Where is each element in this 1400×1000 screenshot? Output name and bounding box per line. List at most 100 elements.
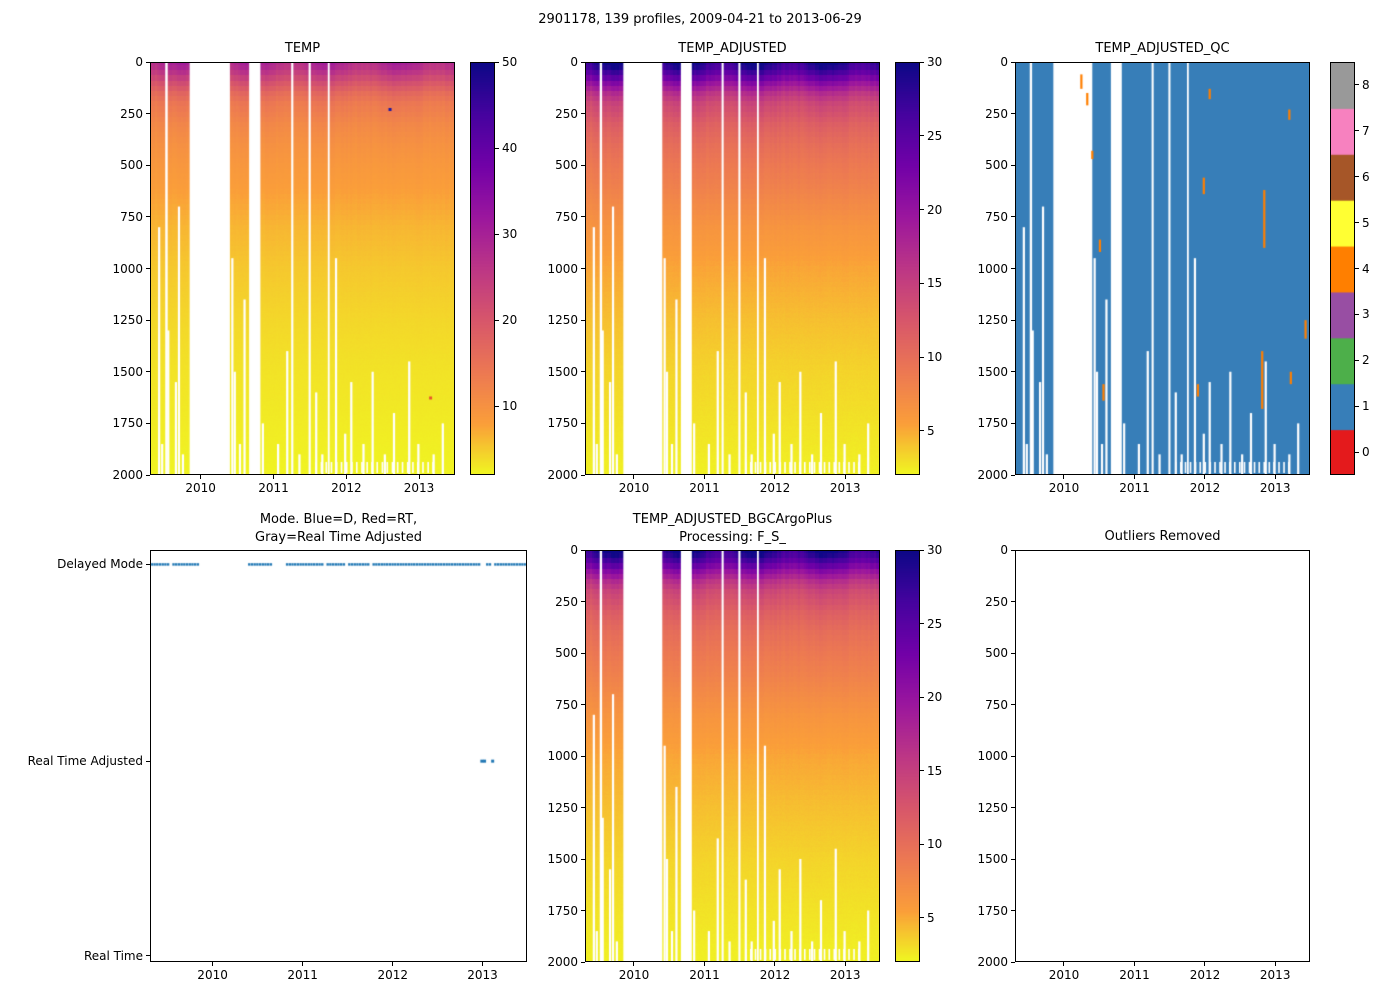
y-tick-mark	[1011, 755, 1015, 757]
y-tick-label: 1750	[547, 416, 578, 431]
x-tick-mark	[345, 475, 347, 479]
y-tick-label: 1500	[977, 852, 1008, 866]
colorbar-tick-label: 5	[927, 910, 935, 925]
y-tick-mark	[581, 652, 585, 654]
y-tick-mark	[1011, 807, 1015, 808]
panel-outliers-removed-title: Outliers Removed	[1104, 529, 1221, 544]
y-tick-label: 1250	[112, 313, 143, 328]
y-tick-label: 1000	[547, 261, 578, 276]
x-tick-mark	[392, 962, 394, 966]
x-tick-label: 2011	[1119, 481, 1150, 495]
y-tick-label: 2000	[977, 955, 1008, 969]
y-tick-label: 250	[555, 106, 578, 121]
x-tick-mark	[844, 475, 846, 479]
outliers-removed-plot-canvas	[1015, 550, 1310, 962]
colorbar-tick-label: 1	[1362, 399, 1370, 414]
x-tick-mark	[1274, 475, 1276, 479]
y-tick-label: 750	[120, 209, 143, 224]
x-tick-mark	[200, 475, 202, 479]
x-tick-label: 2013	[1259, 968, 1291, 982]
x-tick-label: 2010	[197, 968, 228, 982]
y-tick-label: 250	[120, 106, 143, 121]
category-tick-mark	[146, 955, 150, 957]
y-tick-mark	[581, 704, 585, 705]
y-tick-mark	[1011, 601, 1015, 602]
x-tick-mark	[1133, 962, 1135, 966]
panel-temp-adjusted: TEMP_ADJUSTED 2010 2011 2012 2013 0 250 500 750…	[547, 41, 880, 495]
x-tick-label: 2011	[689, 481, 720, 495]
y-tick-label: 1000	[112, 261, 143, 276]
y-tick-mark	[146, 61, 150, 63]
x-tick-mark	[212, 962, 214, 966]
bgc-colorbar: 5 10 15 20 25 30	[895, 543, 942, 962]
y-tick-mark	[581, 371, 585, 373]
colorbar-tick-mark	[920, 623, 924, 625]
colorbar-tick-label: 2	[1362, 353, 1370, 368]
y-tick-label: 750	[555, 209, 578, 224]
panel-bgc-title-line1: TEMP_ADJUSTED_BGCArgoPlus	[632, 512, 833, 527]
x-tick-label: 2013	[403, 481, 435, 495]
x-tick-label: 2010	[1048, 481, 1080, 495]
y-tick-label: 250	[555, 594, 578, 609]
y-tick-label: 2000	[547, 468, 578, 482]
y-tick-mark	[1011, 474, 1015, 476]
panel-mode: Mode. Blue=D, Red=RT, Gray=Real Time Adj…	[28, 512, 527, 982]
colorbar-tick-label: 25	[927, 616, 943, 631]
x-tick-mark	[844, 962, 846, 966]
y-tick-mark	[581, 549, 585, 551]
y-tick-mark	[581, 113, 585, 115]
temp-adjusted-bgc-heatmap-canvas	[585, 550, 880, 962]
colorbar-tick-label: 40	[502, 141, 518, 156]
colorbar-tick-label: 50	[502, 55, 518, 69]
y-tick-mark	[581, 601, 585, 602]
y-tick-mark	[146, 422, 150, 424]
colorbar-tick-mark	[1355, 222, 1359, 224]
temp-colorbar-canvas	[470, 62, 495, 475]
panel-mode-title-line1: Mode. Blue=D, Red=RT,	[259, 512, 418, 527]
colorbar-tick-label: 5	[927, 423, 935, 438]
colorbar-tick-label: 6	[1362, 169, 1370, 184]
x-tick-label: 2012	[759, 968, 791, 982]
y-tick-mark	[581, 858, 585, 860]
panel-outliers-removed: Outliers Removed 2010 2011 2012 2013 0 250 500…	[977, 529, 1310, 982]
x-tick-label: 2011	[689, 968, 720, 982]
x-tick-label: 2011	[258, 481, 289, 495]
x-tick-label: 2010	[1048, 968, 1080, 982]
y-tick-label: 250	[985, 594, 1008, 609]
y-tick-mark	[581, 164, 585, 166]
y-tick-label: 1750	[547, 903, 578, 918]
y-tick-mark	[146, 164, 150, 166]
x-tick-mark	[633, 475, 635, 479]
y-tick-mark	[581, 755, 585, 757]
y-tick-label: 0	[570, 543, 578, 557]
y-tick-label: 1250	[977, 313, 1008, 328]
y-tick-mark	[146, 216, 150, 218]
colorbar-tick-label: 5	[1362, 215, 1370, 230]
y-tick-label: 1500	[547, 852, 578, 866]
panel-temp: TEMP 2010 2011 2012 2013 0 250 500 750 1000 1250 1…	[112, 41, 455, 495]
colorbar-tick-label: 20	[502, 313, 518, 328]
y-tick-label: 1250	[977, 800, 1008, 815]
y-tick-mark	[1011, 910, 1015, 911]
colorbar-tick-mark	[495, 61, 499, 63]
colorbar-tick-mark	[1355, 130, 1359, 132]
x-tick-mark	[1063, 475, 1065, 479]
category-tick-label: Real Time Adjusted	[27, 754, 143, 769]
y-tick-mark	[146, 474, 150, 476]
y-tick-label: 1000	[977, 749, 1008, 763]
y-tick-mark	[581, 961, 585, 963]
x-tick-label: 2010	[618, 968, 650, 982]
qc-colorbar-canvas	[1330, 62, 1355, 475]
y-tick-label: 2000	[977, 468, 1008, 482]
colorbar-tick-mark	[920, 135, 924, 137]
x-tick-label: 2013	[829, 968, 861, 982]
y-tick-label: 1500	[977, 364, 1008, 379]
colorbar-tick-label: 10	[927, 350, 943, 364]
x-tick-label: 2012	[1189, 968, 1221, 982]
category-tick-mark	[146, 760, 150, 762]
y-tick-mark	[1011, 268, 1015, 269]
colorbar-tick-mark	[1355, 268, 1359, 269]
category-tick-label: Real Time	[83, 948, 143, 963]
y-tick-mark	[581, 268, 585, 269]
